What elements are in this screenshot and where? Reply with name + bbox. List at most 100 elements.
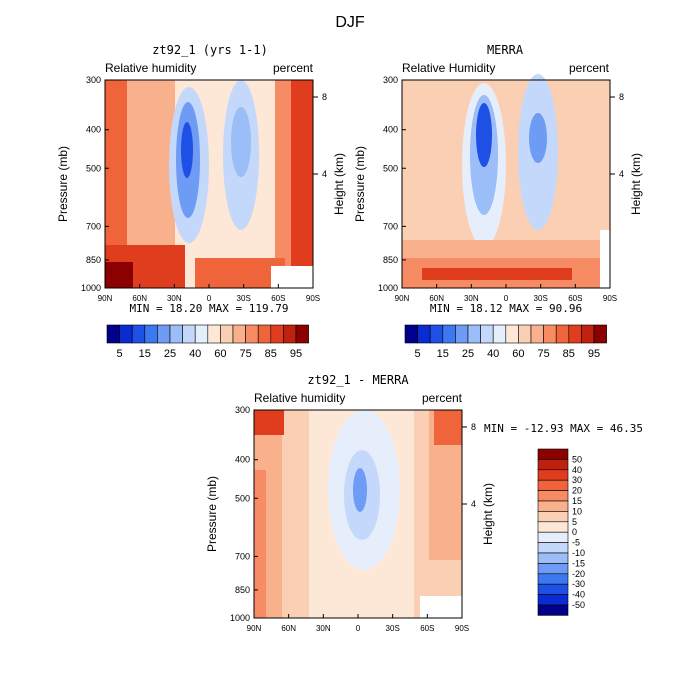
x-tick-label: 60S	[271, 294, 285, 303]
y-tick-label: 700	[235, 551, 250, 561]
colorbar-label: 85	[563, 348, 575, 360]
colorbar-label: 15	[437, 348, 449, 360]
colorbar-label: 40	[189, 348, 201, 360]
panel-variable-label: Relative Humidity	[402, 61, 495, 75]
panel-stats: MIN = 18.12 MAX = 90.96	[430, 302, 582, 315]
y-axis-label: Pressure (mb)	[205, 476, 219, 552]
y-tick-label: 500	[86, 163, 101, 173]
colorbar-swatch	[417, 324, 431, 344]
colorbar-swatch	[442, 324, 456, 344]
x-tick-label: 60N	[132, 294, 147, 303]
colorbar-label: 75	[239, 348, 251, 360]
y-tick-label: 1000	[230, 613, 250, 623]
y-tick-label: 300	[235, 405, 250, 415]
zone-south-top	[434, 410, 462, 445]
zone-south-edge	[291, 80, 313, 288]
colorbar-swatch	[429, 324, 444, 344]
colorbar-label: -5	[572, 538, 580, 548]
colorbar-swatch	[518, 324, 532, 344]
x-tick-label: 0	[504, 294, 509, 303]
x-tick-label: 30S	[237, 294, 251, 303]
colorbar-label: 40	[572, 465, 582, 475]
x-tick-label: 60N	[281, 624, 296, 633]
colorbar-swatch	[194, 324, 209, 344]
panel-title: zt92_1 (yrs 1-1)	[152, 43, 268, 57]
y-right-tick-label: 4	[619, 169, 624, 179]
panel-model: zt92_1 (yrs 1-1) Relative humidity perce…	[56, 43, 346, 360]
colorbar-swatch	[537, 490, 569, 502]
colorbar-swatch	[455, 324, 469, 344]
colorbar-swatch	[232, 324, 246, 344]
colorbar-swatch	[492, 324, 507, 344]
x-tick-label: 30S	[534, 294, 548, 303]
axes: 300 400 500 700 850 1000 Pressure (mb) 8 4 Height…	[353, 75, 643, 303]
zone-north-top	[254, 410, 284, 435]
colorbar-swatch	[537, 573, 569, 585]
colorbar-label: 50	[572, 454, 582, 464]
x-tick-label: 30N	[167, 294, 182, 303]
x-tick-label: 0	[207, 294, 212, 303]
colorbar-label: 30	[572, 475, 582, 485]
y-tick-label: 700	[86, 221, 101, 231]
y-tick-label: 850	[235, 585, 250, 595]
y-right-axis-label: Height (km)	[332, 153, 346, 215]
x-tick-label: 0	[356, 624, 361, 633]
colorbar-swatch	[537, 521, 569, 533]
y-axis-label: Pressure (mb)	[56, 146, 70, 222]
zone-north-edge	[254, 470, 266, 618]
colorbar-label: 15	[139, 348, 151, 360]
colorbar-label: 60	[512, 348, 524, 360]
zone-surface-max	[422, 268, 572, 280]
colorbar-label: 40	[487, 348, 499, 360]
colorbar-swatch	[543, 324, 557, 344]
missing-data-area	[600, 230, 610, 288]
colorbar-swatch	[537, 511, 569, 523]
colorbar-swatch	[537, 459, 569, 471]
figure-title: DJF	[335, 14, 365, 31]
neg-zone-center-core	[353, 468, 367, 512]
colorbar-swatch	[404, 324, 418, 344]
y-right-axis-label: Height (km)	[481, 483, 495, 545]
colorbar-swatch	[568, 324, 582, 344]
colorbar-swatch	[131, 324, 146, 344]
y-tick-label: 850	[86, 255, 101, 265]
panel-title: MERRA	[487, 43, 524, 57]
colorbar-swatch	[555, 324, 570, 344]
panel-units-label: percent	[569, 61, 610, 75]
colorbar-swatch	[537, 604, 569, 616]
colorbar-label: -20	[572, 569, 585, 579]
colorbar-swatch	[530, 324, 544, 344]
colorbar-swatch	[537, 500, 569, 512]
x-tick-label: 30N	[316, 624, 331, 633]
colorbar-label: 0	[572, 527, 577, 537]
colorbar-label: 10	[572, 506, 582, 516]
y-tick-label: 400	[86, 125, 101, 135]
y-tick-label: 1000	[81, 283, 101, 293]
y-tick-label: 300	[383, 75, 398, 85]
colorbar-label: 60	[214, 348, 226, 360]
missing-data-area	[271, 266, 313, 288]
panel-variable-label: Relative humidity	[254, 391, 345, 405]
y-tick-label: 1000	[378, 283, 398, 293]
colorbar-label: -40	[572, 590, 585, 600]
colorbar-label: 85	[265, 348, 277, 360]
colorbar: 5 15 25 40 60 75 85 95	[106, 324, 309, 360]
dry-zone-north-core	[476, 103, 492, 167]
x-tick-label: 90S	[455, 624, 469, 633]
colorbar-swatch	[157, 324, 171, 344]
zone-pbl	[402, 240, 610, 262]
colorbar-swatch	[182, 324, 196, 344]
colorbar-label: 95	[290, 348, 302, 360]
y-right-tick-label: 8	[619, 92, 624, 102]
colorbar-swatch	[480, 324, 494, 344]
colorbar-swatch	[537, 448, 569, 460]
y-right-tick-label: 4	[471, 499, 476, 509]
y-right-axis-label: Height (km)	[629, 153, 643, 215]
colorbar-swatch	[593, 324, 607, 344]
x-tick-label: 30S	[386, 624, 400, 633]
panel-units-label: percent	[273, 61, 314, 75]
colorbar-swatch	[245, 324, 259, 344]
x-tick-label: 90N	[395, 294, 410, 303]
y-right-tick-label: 4	[322, 169, 327, 179]
